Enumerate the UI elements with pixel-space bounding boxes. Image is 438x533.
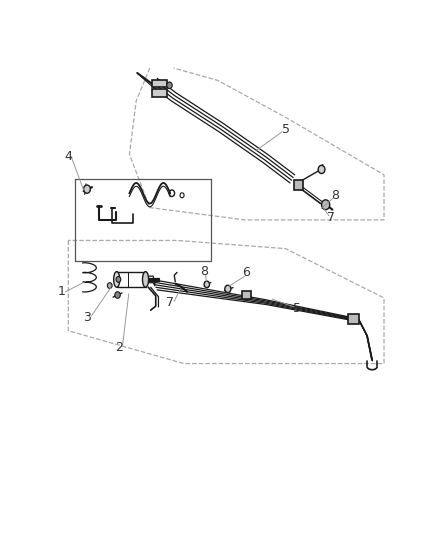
Circle shape: [107, 282, 112, 288]
Text: 5: 5: [282, 123, 290, 136]
Text: 6: 6: [243, 266, 251, 279]
Circle shape: [204, 281, 209, 288]
FancyBboxPatch shape: [242, 290, 251, 298]
Text: 3: 3: [83, 311, 91, 324]
Text: 7: 7: [166, 296, 174, 309]
Text: 5: 5: [293, 302, 301, 314]
Text: 8: 8: [331, 189, 339, 202]
Text: 1: 1: [58, 285, 65, 298]
FancyBboxPatch shape: [152, 80, 167, 87]
Text: 8: 8: [200, 265, 208, 278]
Text: 2: 2: [115, 341, 123, 353]
Ellipse shape: [113, 272, 120, 287]
Circle shape: [84, 185, 90, 193]
Circle shape: [116, 277, 121, 282]
Circle shape: [225, 285, 231, 293]
FancyBboxPatch shape: [294, 180, 303, 190]
FancyBboxPatch shape: [348, 314, 359, 324]
Circle shape: [318, 165, 325, 174]
Circle shape: [321, 200, 330, 209]
Ellipse shape: [142, 272, 148, 287]
Circle shape: [167, 82, 172, 88]
FancyBboxPatch shape: [152, 90, 167, 97]
Text: 7: 7: [327, 211, 336, 223]
Circle shape: [115, 292, 120, 298]
Text: 4: 4: [64, 150, 72, 163]
